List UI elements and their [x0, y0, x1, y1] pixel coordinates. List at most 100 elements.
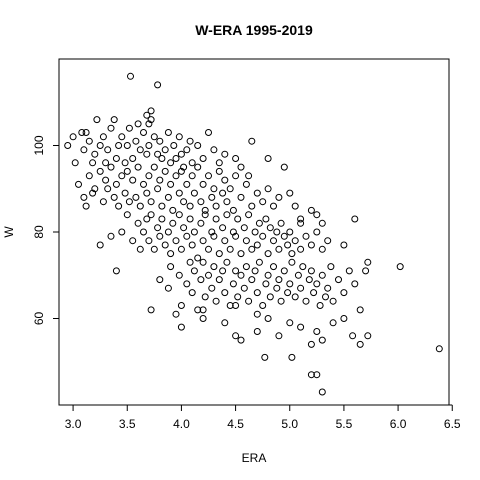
data-point	[129, 176, 137, 184]
data-point	[329, 297, 337, 305]
data-point	[161, 241, 169, 249]
data-point	[291, 293, 299, 301]
data-point	[242, 237, 250, 245]
data-point	[291, 202, 299, 210]
data-point	[324, 237, 332, 245]
data-point	[280, 267, 288, 275]
data-point	[121, 189, 129, 197]
data-point	[340, 289, 348, 297]
data-point	[123, 167, 131, 175]
data-point	[221, 176, 229, 184]
data-point	[234, 293, 242, 301]
data-point	[154, 185, 162, 193]
data-point	[132, 193, 140, 201]
data-point	[240, 284, 248, 292]
data-point	[324, 284, 332, 292]
y-axis: 60 80 100	[32, 135, 60, 325]
plot-frame	[58, 58, 450, 406]
data-point	[237, 271, 245, 279]
data-point	[186, 137, 194, 145]
data-point	[234, 215, 242, 223]
data-point	[199, 237, 207, 245]
data-point	[284, 241, 292, 249]
data-point	[145, 172, 153, 180]
data-point	[248, 276, 256, 284]
data-point	[251, 267, 259, 275]
data-point	[307, 267, 315, 275]
data-point	[154, 81, 162, 89]
data-point	[297, 219, 305, 227]
data-point	[248, 245, 256, 253]
data-point	[223, 258, 231, 266]
data-point	[237, 336, 245, 344]
data-point	[212, 297, 220, 305]
data-point	[158, 215, 166, 223]
data-point	[188, 241, 196, 249]
data-point	[266, 224, 274, 232]
data-point	[255, 219, 263, 227]
data-point	[264, 155, 272, 162]
data-point	[99, 198, 107, 206]
data-point	[110, 116, 118, 124]
x-tick-label: 4.0	[173, 417, 190, 431]
data-point	[136, 202, 144, 210]
data-point	[107, 232, 115, 240]
data-point	[197, 219, 205, 227]
data-point	[253, 189, 261, 197]
data-point	[270, 237, 277, 245]
data-point	[212, 202, 220, 210]
data-point	[313, 228, 321, 236]
data-point	[221, 150, 229, 158]
data-point	[167, 180, 175, 188]
data-point	[205, 245, 212, 253]
data-point	[340, 315, 348, 322]
data-point	[156, 232, 164, 240]
data-point	[261, 353, 269, 361]
data-point	[89, 159, 97, 167]
data-point	[229, 228, 237, 236]
data-point	[156, 176, 164, 184]
data-point	[302, 232, 310, 240]
data-point	[190, 228, 198, 236]
data-point	[215, 276, 223, 284]
data-point	[240, 224, 248, 232]
data-point	[318, 336, 326, 344]
data-point	[150, 245, 158, 253]
data-point	[219, 189, 227, 197]
data-point	[143, 150, 151, 158]
data-point	[145, 237, 153, 245]
data-point	[199, 315, 207, 322]
data-point	[259, 198, 267, 206]
data-point	[232, 172, 240, 180]
data-point	[147, 198, 155, 206]
data-point	[136, 146, 144, 154]
data-point	[143, 189, 151, 197]
data-point	[158, 202, 166, 210]
data-point	[78, 129, 86, 136]
data-point	[286, 228, 294, 236]
data-point	[327, 263, 335, 271]
data-point	[199, 258, 207, 266]
data-point	[362, 267, 370, 275]
data-point	[175, 271, 183, 279]
data-point	[150, 163, 158, 171]
data-point	[188, 172, 196, 180]
data-point	[307, 241, 315, 249]
data-point	[140, 129, 147, 136]
data-point	[223, 211, 231, 219]
data-point	[237, 250, 245, 258]
data-point	[307, 371, 315, 379]
data-point	[435, 345, 443, 353]
data-point	[215, 250, 223, 258]
data-point	[96, 142, 104, 149]
data-point	[237, 193, 245, 201]
data-point	[248, 202, 256, 210]
data-point	[226, 185, 234, 193]
data-point	[219, 224, 227, 232]
data-point	[229, 280, 237, 288]
data-point	[340, 241, 348, 249]
data-point	[221, 319, 229, 327]
data-point	[115, 142, 123, 149]
data-point	[172, 237, 180, 245]
data-point	[221, 289, 229, 297]
